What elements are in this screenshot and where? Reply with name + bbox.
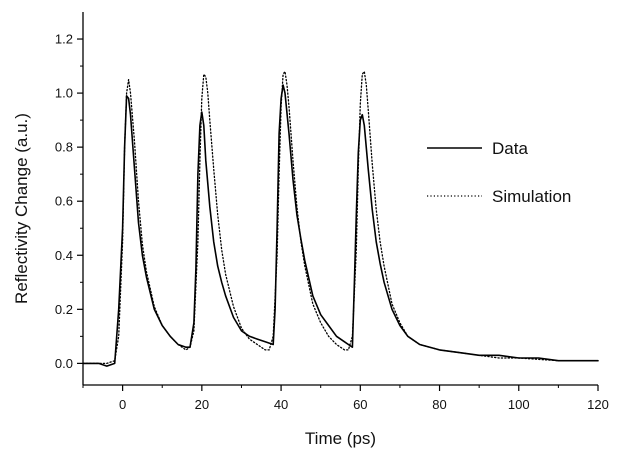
axes: 0 20 40 60 80 100 120 0.0 0.2 0.4 0.6 0.8 1.0 1.2	[55, 12, 609, 412]
series-line-data	[82, 84, 599, 367]
y-tick-label: 0.2	[55, 302, 73, 317]
y-tick-label: 0.4	[55, 248, 73, 263]
legend-label: Simulation	[492, 187, 571, 206]
legend-label: Data	[492, 139, 528, 158]
x-tick-label: 20	[195, 397, 209, 412]
y-tick-label: 0.6	[55, 194, 73, 209]
x-tick-label: 0	[119, 397, 126, 412]
x-tick-label: 40	[274, 397, 288, 412]
series-layer	[82, 70, 599, 367]
x-axis-title: Time (ps)	[305, 429, 376, 448]
y-tick-label: 1.2	[55, 32, 73, 47]
legend: Data Simulation	[427, 139, 571, 206]
x-tick-label: 80	[432, 397, 446, 412]
y-tick-label: 0.0	[55, 356, 73, 371]
y-tick-label: 1.0	[55, 86, 73, 101]
series-line-simulation	[82, 70, 599, 365]
y-tick-label: 0.8	[55, 140, 73, 155]
x-tick-label: 60	[353, 397, 367, 412]
y-axis-title: Reflectivity Change (a.u.)	[12, 113, 31, 304]
x-tick-label: 120	[587, 397, 609, 412]
x-tick-label: 100	[508, 397, 530, 412]
